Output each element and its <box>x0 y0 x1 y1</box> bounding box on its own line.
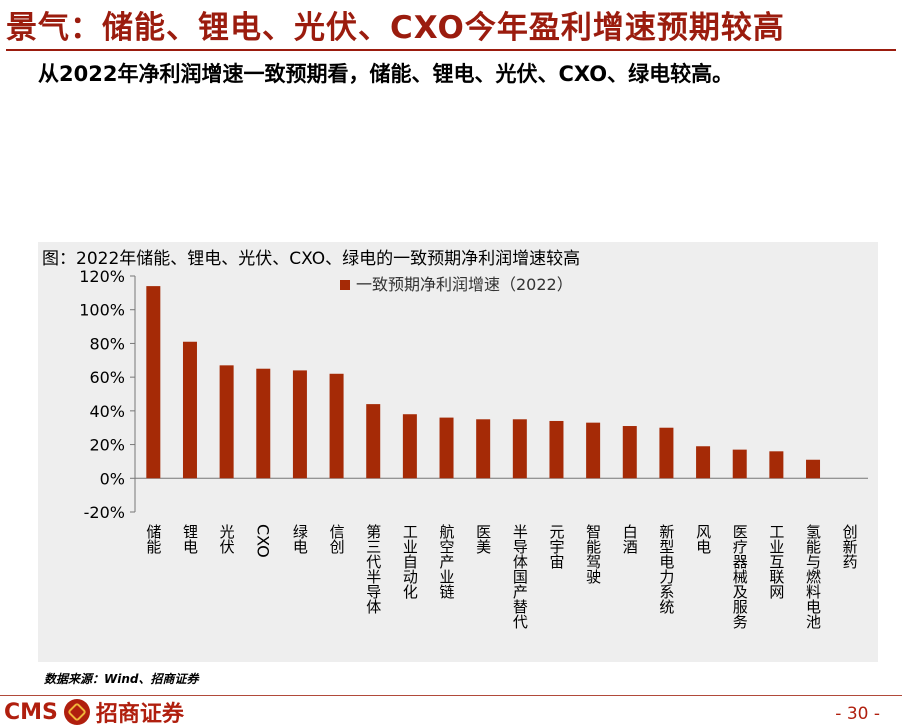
chart-title: 图：2022年储能、锂电、光伏、CXO、绿电的一致预期净利润增速较高 <box>42 249 580 269</box>
x-tick-label: 储能 <box>144 524 162 555</box>
x-tick-label: 新型电力系统 <box>657 524 675 615</box>
bar <box>732 449 747 479</box>
x-tick-label: 绿电 <box>291 524 309 554</box>
x-tick-label: CXO <box>253 524 272 558</box>
y-tick-label: 120% <box>79 267 125 286</box>
y-tick-label: -20% <box>84 503 125 522</box>
x-tick-label: 航空产业链 <box>438 524 456 599</box>
bar <box>512 419 527 479</box>
bar <box>659 427 674 479</box>
legend-swatch <box>340 280 350 290</box>
x-tick-label: 医疗器械及服务 <box>731 524 749 630</box>
x-tick-label: 锂电 <box>181 524 199 554</box>
bar <box>586 422 601 479</box>
x-tick-label: 医美 <box>474 524 492 554</box>
logo-name: 招商证券 <box>95 702 184 727</box>
bar <box>402 414 417 479</box>
bar <box>806 459 821 479</box>
bar <box>366 404 381 479</box>
y-tick-label: 40% <box>89 402 125 421</box>
bar-chart: 图：2022年储能、锂电、光伏、CXO、绿电的一致预期净利润增速较高 120% 1… <box>42 249 868 630</box>
x-tick-label: 光伏 <box>218 524 236 554</box>
x-tick-label: 创新药 <box>841 524 859 570</box>
page-title: 景气：储能、锂电、光伏、CXO今年盈利增速预期较高 <box>6 10 785 46</box>
y-tick-label: 80% <box>89 334 125 353</box>
logo-text: CMS <box>4 699 58 725</box>
cms-emblem-icon <box>63 699 90 725</box>
y-tick-label: 60% <box>89 368 125 387</box>
x-tick-label: 第三代半导体 <box>364 523 382 614</box>
bar <box>769 451 784 479</box>
chart-panel: 图：2022年储能、锂电、光伏、CXO、绿电的一致预期净利润增速较高 120% 1… <box>38 242 878 662</box>
legend-label: 一致预期净利润增速（2022） <box>356 275 573 294</box>
bar <box>146 286 161 479</box>
bar <box>219 365 234 479</box>
title-divider <box>6 49 896 51</box>
bar <box>439 417 454 479</box>
data-source: 数据来源：Wind、招商证券 <box>44 672 199 686</box>
x-tick-label: 白酒 <box>621 524 639 554</box>
y-tick-label: 0% <box>100 469 125 488</box>
bar <box>256 368 271 479</box>
bar <box>292 370 307 479</box>
bar <box>696 446 711 479</box>
brand-logo: CMS 招商证券 <box>4 698 184 727</box>
x-tick-label: 工业自动化 <box>401 524 419 599</box>
x-tick-label: 半导体国产替代 <box>511 524 529 630</box>
bar <box>549 420 564 479</box>
x-tick-label: 工业互联网 <box>767 524 785 600</box>
x-tick-label: 风电 <box>694 524 712 554</box>
x-tick-label: 元宇宙 <box>547 524 565 569</box>
x-tick-label: 氢能与燃料电池 <box>804 524 822 629</box>
page-subtitle: 从2022年净利润增速一致预期看，储能、锂电、光伏、CXO、绿电较高。 <box>38 62 734 86</box>
y-tick-label: 20% <box>89 436 125 455</box>
page-number: - 30 - <box>835 704 880 724</box>
x-tick-label: 信创 <box>328 524 346 555</box>
bar <box>329 373 344 479</box>
footer-divider <box>0 695 902 696</box>
bar <box>476 419 491 479</box>
x-tick-label: 智能驾驶 <box>584 523 602 584</box>
bar <box>182 341 197 479</box>
bar <box>622 426 637 479</box>
y-tick-label: 100% <box>79 301 125 320</box>
